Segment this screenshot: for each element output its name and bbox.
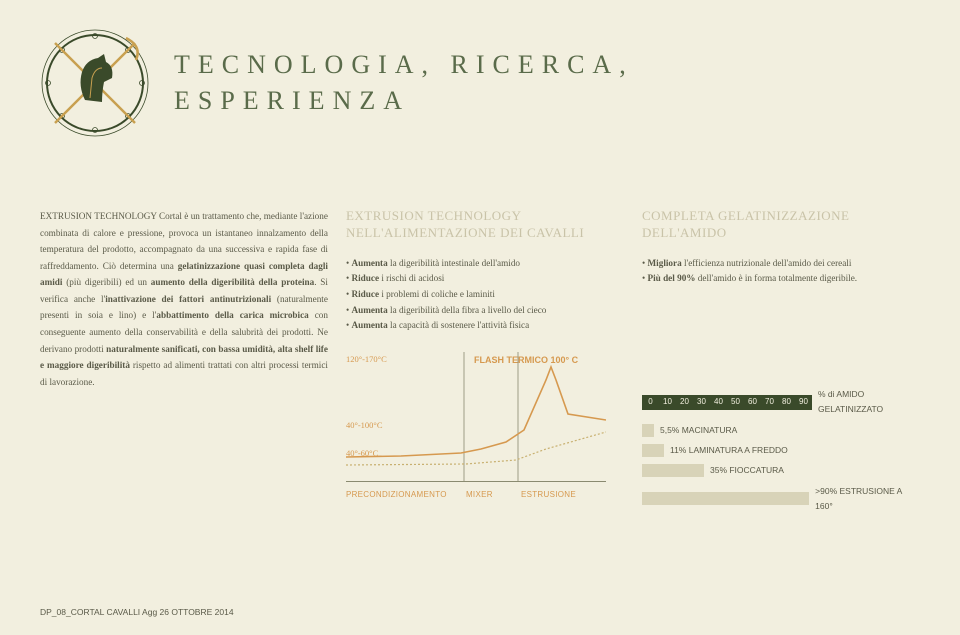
scale-tick: 90 — [795, 395, 812, 410]
title-line-1: TECNOLOGIA, RICERCA, — [174, 50, 634, 79]
scale-label: % di AMIDO GELATINIZZATO — [818, 387, 920, 418]
scale-bar: 0102030405060708090 % di AMIDO GELATINIZ… — [642, 387, 920, 418]
scale-tick: 0 — [642, 395, 659, 410]
bullet-item: Aumenta la digeribilità della fibra a li… — [346, 303, 624, 319]
scale-tick: 10 — [659, 395, 676, 410]
scale-ticks: 0102030405060708090 — [642, 395, 812, 410]
chart-x-labels: PRECONDIZIONAMENTOMIXERESTRUSIONE — [346, 488, 624, 502]
process-chart: FLASH TERMICO 100° C 120°-170°C40°-100°C… — [346, 352, 606, 482]
scale-tick: 50 — [727, 395, 744, 410]
bar-row: 5,5% MACINATURA — [642, 423, 920, 438]
col2-bullets: Aumenta la digeribilità intestinale dell… — [346, 256, 624, 334]
chart-x-label: MIXER — [466, 488, 521, 502]
column-1: EXTRUSION TECHNOLOGY Cortal è un trattam… — [40, 208, 328, 514]
bullet-item: Aumenta la capacità di sostenere l'attiv… — [346, 318, 624, 334]
col2-heading: EXTRUSION TECHNOLOGY NELL'ALIMENTAZIONE … — [346, 208, 624, 242]
chart-y-label: 40°-100°C — [346, 418, 383, 433]
bullet-item: Riduce i rischi di acidosi — [346, 271, 624, 287]
header: TECNOLOGIA, RICERCA, ESPERIENZA — [40, 28, 920, 138]
bar — [642, 444, 664, 457]
col3-bullets: Migliora l'efficienza nutrizionale dell'… — [642, 256, 920, 287]
bar — [642, 464, 704, 477]
col3-heading: COMPLETA GELATINIZZAZIONE DELL'AMIDO — [642, 208, 920, 242]
title-line-2: ESPERIENZA — [174, 86, 410, 115]
bullet-item: Più del 90% dell'amido è in forma totalm… — [642, 271, 920, 287]
scale-tick: 40 — [710, 395, 727, 410]
page-title: TECNOLOGIA, RICERCA, ESPERIENZA — [174, 47, 634, 120]
bar-label: 11% LAMINATURA A FREDDO — [670, 443, 788, 458]
footer-text: DP_08_CORTAL CAVALLI Agg 26 OTTOBRE 2014 — [40, 607, 234, 617]
chart-x-label: PRECONDIZIONAMENTO — [346, 488, 466, 502]
bar-row: 35% FIOCCATURA — [642, 463, 920, 478]
bar-label: 5,5% MACINATURA — [660, 423, 737, 438]
logo-emblem — [40, 28, 150, 138]
bar-row: >90% ESTRUSIONE A 160° — [642, 484, 920, 515]
scale-tick: 80 — [778, 395, 795, 410]
scale-tick: 20 — [676, 395, 693, 410]
columns: EXTRUSION TECHNOLOGY Cortal è un trattam… — [40, 208, 920, 514]
col1-text: EXTRUSION TECHNOLOGY Cortal è un trattam… — [40, 208, 328, 390]
bar — [642, 424, 654, 437]
chart-y-label: 120°-170°C — [346, 352, 387, 367]
bullet-item: Riduce i problemi di coliche e laminiti — [346, 287, 624, 303]
bullet-item: Aumenta la digeribilità intestinale dell… — [346, 256, 624, 272]
bar-row: 11% LAMINATURA A FREDDO — [642, 443, 920, 458]
scale-tick: 30 — [693, 395, 710, 410]
bullet-item: Migliora l'efficienza nutrizionale dell'… — [642, 256, 920, 272]
column-2: EXTRUSION TECHNOLOGY NELL'ALIMENTAZIONE … — [346, 208, 624, 514]
bar — [642, 492, 809, 505]
chart-x-label: ESTRUSIONE — [521, 488, 601, 502]
chart-svg — [346, 352, 606, 482]
chart-y-label: 40°-60°C — [346, 446, 378, 461]
column-3: COMPLETA GELATINIZZAZIONE DELL'AMIDO Mig… — [642, 208, 920, 514]
bar-label: 35% FIOCCATURA — [710, 463, 784, 478]
bars-container: 5,5% MACINATURA 11% LAMINATURA A FREDDO 35… — [642, 423, 920, 514]
scale-tick: 60 — [744, 395, 761, 410]
bar-label: >90% ESTRUSIONE A 160° — [815, 484, 920, 515]
scale-tick: 70 — [761, 395, 778, 410]
